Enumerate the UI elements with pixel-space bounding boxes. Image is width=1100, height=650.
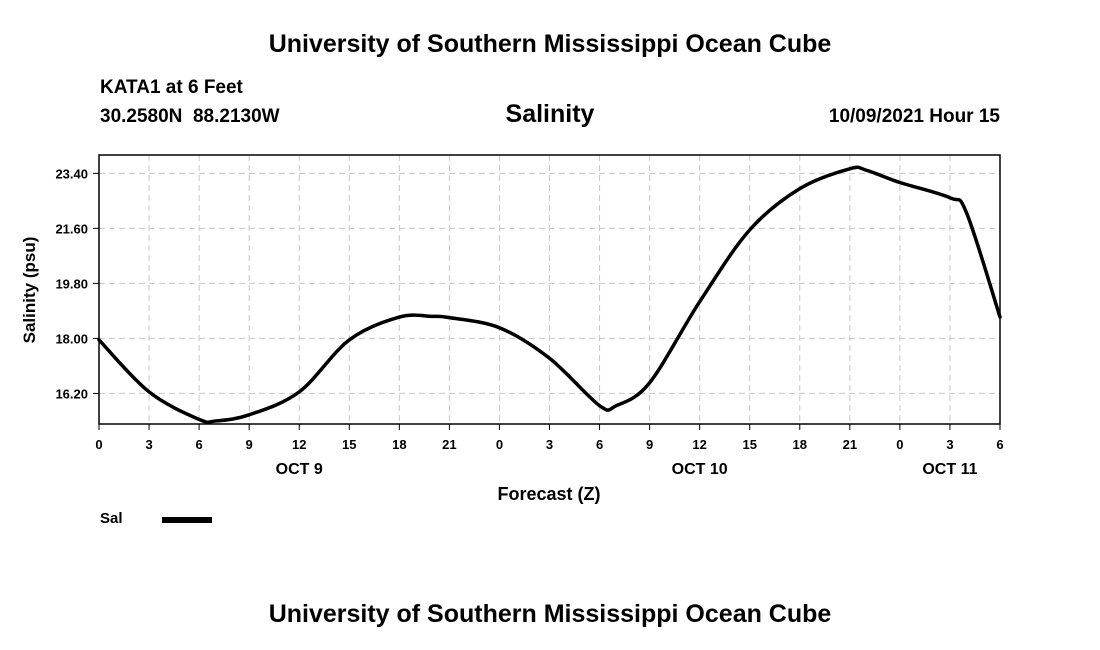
y-tick-label: 19.80 xyxy=(55,276,88,291)
x-tick-label: 3 xyxy=(946,437,953,452)
chart-title: Salinity xyxy=(505,100,595,128)
x-tick-label: 6 xyxy=(996,437,1003,452)
x-tick-label: 15 xyxy=(342,437,356,452)
grid xyxy=(99,155,1000,424)
date-label: OCT 9 xyxy=(276,461,323,478)
x-tick-label: 3 xyxy=(145,437,152,452)
x-tick-label: 0 xyxy=(896,437,903,452)
x-tick-label: 12 xyxy=(292,437,306,452)
legend-line-swatch xyxy=(162,517,212,523)
x-axis-label: Forecast (Z) xyxy=(497,484,600,504)
coordinates-label: 30.2580N 88.2130W xyxy=(100,106,280,127)
y-axis-label: Salinity (psu) xyxy=(20,237,39,344)
y-tick-label: 21.60 xyxy=(55,221,88,236)
x-tick-label: 9 xyxy=(246,437,253,452)
y-tick-label: 23.40 xyxy=(55,166,88,181)
x-tick-label: 12 xyxy=(692,437,706,452)
x-tick-label: 6 xyxy=(195,437,202,452)
x-tick-label: 3 xyxy=(546,437,553,452)
y-tick-label: 16.20 xyxy=(55,386,88,401)
series-line-salinity xyxy=(97,165,1002,425)
footer-title: University of Southern Mississippi Ocean… xyxy=(268,600,832,628)
date-label: OCT 11 xyxy=(922,461,977,478)
datetime-label: 10/09/2021 Hour 15 xyxy=(828,106,1000,127)
x-tick-label: 18 xyxy=(793,437,807,452)
station-label: KATA1 at 6 Feet xyxy=(100,77,243,98)
y-tick-label: 18.00 xyxy=(55,331,88,346)
x-tick-label: 18 xyxy=(392,437,406,452)
x-tick-label: 15 xyxy=(742,437,756,452)
x-tick-label: 9 xyxy=(646,437,653,452)
page-title: University of Southern Mississippi Ocean… xyxy=(268,30,832,58)
date-label: OCT 10 xyxy=(672,461,728,478)
axes: 0 3 6 9 12 15 18 21 0 3 6 9 12 15 18 21 0 3 6 16.20 18.00 19.… xyxy=(55,166,1003,478)
series-layer xyxy=(97,165,1002,425)
x-tick-label: 21 xyxy=(843,437,857,452)
x-tick-label: 0 xyxy=(95,437,102,452)
x-tick-label: 21 xyxy=(442,437,456,452)
x-tick-label: 0 xyxy=(496,437,503,452)
legend-label: Sal xyxy=(100,510,123,527)
x-tick-label: 6 xyxy=(596,437,603,452)
